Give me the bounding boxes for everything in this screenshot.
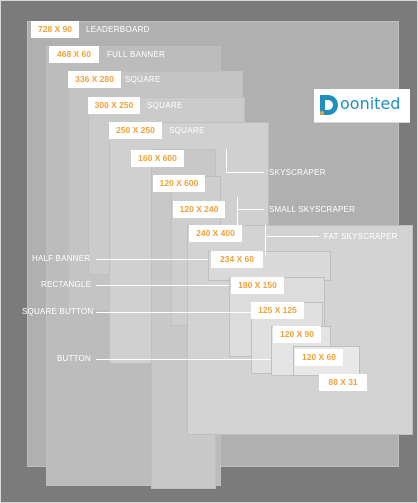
size-tag-leaderboard: 728 X 90 xyxy=(31,21,79,38)
skyscraper-leader-vline xyxy=(226,149,227,172)
doonited-logo: oonited xyxy=(314,89,410,123)
small-skyscraper-leader-line xyxy=(237,209,264,210)
size-tag-full-banner: 468 X 60 xyxy=(49,46,99,63)
doonited-d-icon xyxy=(320,95,338,115)
size-tag-120-90: 120 X 90 xyxy=(273,326,321,343)
size-tag-88-31: 88 X 31 xyxy=(319,374,367,391)
fat-skyscraper-leader-line xyxy=(265,236,319,237)
size-tag-120-60: 120 X 60 xyxy=(295,349,343,366)
square-button-leader-line xyxy=(96,312,251,313)
rectangle-callout: RECTANGLE xyxy=(41,280,92,289)
half-banner-leader-line xyxy=(96,259,208,260)
half-banner-callout: HALF BANNER xyxy=(32,254,91,263)
brand-name: oonited xyxy=(340,94,401,113)
skyscraper-callout: SKYSCRAPER xyxy=(269,168,326,177)
fat-skyscraper-leader-vline xyxy=(265,225,266,255)
skyscraper-leader-line xyxy=(226,172,264,173)
size-tag-half-banner: 234 X 60 xyxy=(211,251,263,268)
small-skyscraper-leader-vline xyxy=(237,197,238,225)
square-250-label: SQUARE xyxy=(169,126,205,135)
square-300-label: SQUARE xyxy=(147,101,183,110)
size-tag-square-300: 300 X 250 xyxy=(88,97,140,114)
size-tag-fat-skyscraper: 240 X 400 xyxy=(189,225,242,242)
size-tag-square-250: 250 X 250 xyxy=(109,122,162,139)
size-tag-rectangle: 180 X 150 xyxy=(231,277,284,294)
size-tag-120-240: 120 X 240 xyxy=(173,201,225,218)
square-button-callout: SQUARE BUTTON xyxy=(22,307,94,316)
fat-skyscraper-callout: FAT SKYSCRAPER xyxy=(324,232,398,241)
full-banner-label: FULL BANNER xyxy=(107,50,166,59)
rectangle-leader-line xyxy=(96,285,229,286)
size-tag-square-button: 125 X 125 xyxy=(251,302,304,319)
size-tag-skyscraper: 160 X 600 xyxy=(131,150,184,167)
button-leader-line xyxy=(96,359,271,360)
square-336-label: SQUARE xyxy=(125,75,161,84)
button-callout: BUTTON xyxy=(57,354,91,363)
small-skyscraper-callout: SMALL SKYSCRAPER xyxy=(269,205,356,214)
size-tag-square-336: 336 X 280 xyxy=(68,71,121,88)
leaderboard-label: LEADERBOARD xyxy=(86,25,150,34)
size-tag-small-skyscraper: 120 X 600 xyxy=(153,175,205,192)
